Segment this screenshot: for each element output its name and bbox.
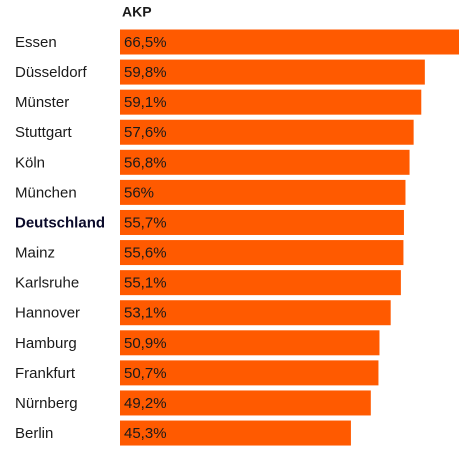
category-label: Deutschland [15, 214, 105, 231]
category-label: Stuttgart [15, 124, 73, 141]
value-label: 59,8% [124, 64, 167, 81]
value-label: 50,7% [124, 365, 167, 382]
category-label: München [15, 184, 77, 201]
value-label: 57,6% [124, 124, 167, 141]
category-label: Hannover [15, 305, 80, 322]
bar [120, 420, 351, 446]
bar [120, 240, 404, 266]
value-label: 50,9% [124, 335, 167, 352]
value-label: 55,6% [124, 245, 167, 262]
category-label: Berlin [15, 425, 53, 442]
bar [120, 270, 401, 296]
bar [120, 179, 406, 205]
category-label: Münster [15, 94, 69, 111]
category-label: Hamburg [15, 335, 77, 352]
bar [120, 209, 404, 235]
value-label: 56% [124, 184, 154, 201]
category-label: Nürnberg [15, 395, 78, 412]
bar [120, 360, 379, 386]
category-label: Karlsruhe [15, 275, 79, 292]
bar [120, 149, 410, 175]
bar [120, 59, 425, 85]
value-label: 56,8% [124, 154, 167, 171]
value-label: 55,1% [124, 275, 167, 292]
bar [120, 29, 459, 55]
category-label: Frankfurt [15, 365, 76, 382]
value-label: 53,1% [124, 305, 167, 322]
bar [120, 300, 391, 326]
category-label: Mainz [15, 245, 55, 262]
category-label: Düsseldorf [15, 64, 88, 81]
value-label: 45,3% [124, 425, 167, 442]
value-label: 59,1% [124, 94, 167, 111]
value-label: 49,2% [124, 395, 167, 412]
bar [120, 390, 371, 416]
category-label: Essen [15, 34, 57, 51]
series-header: AKP [122, 4, 152, 20]
bar [120, 89, 422, 115]
bar [120, 119, 414, 145]
category-label: Köln [15, 154, 45, 171]
value-label: 55,7% [124, 214, 167, 231]
bar [120, 330, 380, 356]
value-label: 66,5% [124, 34, 167, 51]
